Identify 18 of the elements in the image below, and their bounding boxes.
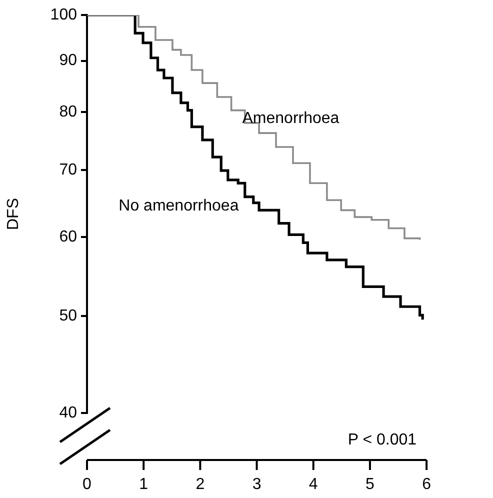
y-tick-label: 40: [59, 404, 78, 422]
series-label: No amenorrhoea: [118, 197, 239, 214]
series-label: Amenorrhoea: [242, 110, 340, 127]
y-tick-label: 90: [59, 52, 78, 70]
y-tick-label: 70: [59, 161, 78, 178]
x-tick-label: 5: [366, 476, 375, 494]
x-tick-label: 1: [139, 476, 148, 494]
x-tick-label: 4: [308, 476, 318, 494]
y-tick-label: 100: [50, 6, 78, 24]
y-axis-title: DFS: [5, 198, 22, 230]
y-tick-label: 80: [59, 103, 78, 120]
y-tick-label: 60: [59, 228, 78, 246]
x-tick-label: 0: [82, 476, 92, 494]
x-tick-label: 2: [196, 476, 205, 494]
y-tick-label: 50: [59, 307, 78, 324]
text: P < 0.001: [348, 431, 417, 448]
x-tick-label: 6: [422, 476, 432, 494]
x-tick-label: 3: [252, 476, 262, 494]
